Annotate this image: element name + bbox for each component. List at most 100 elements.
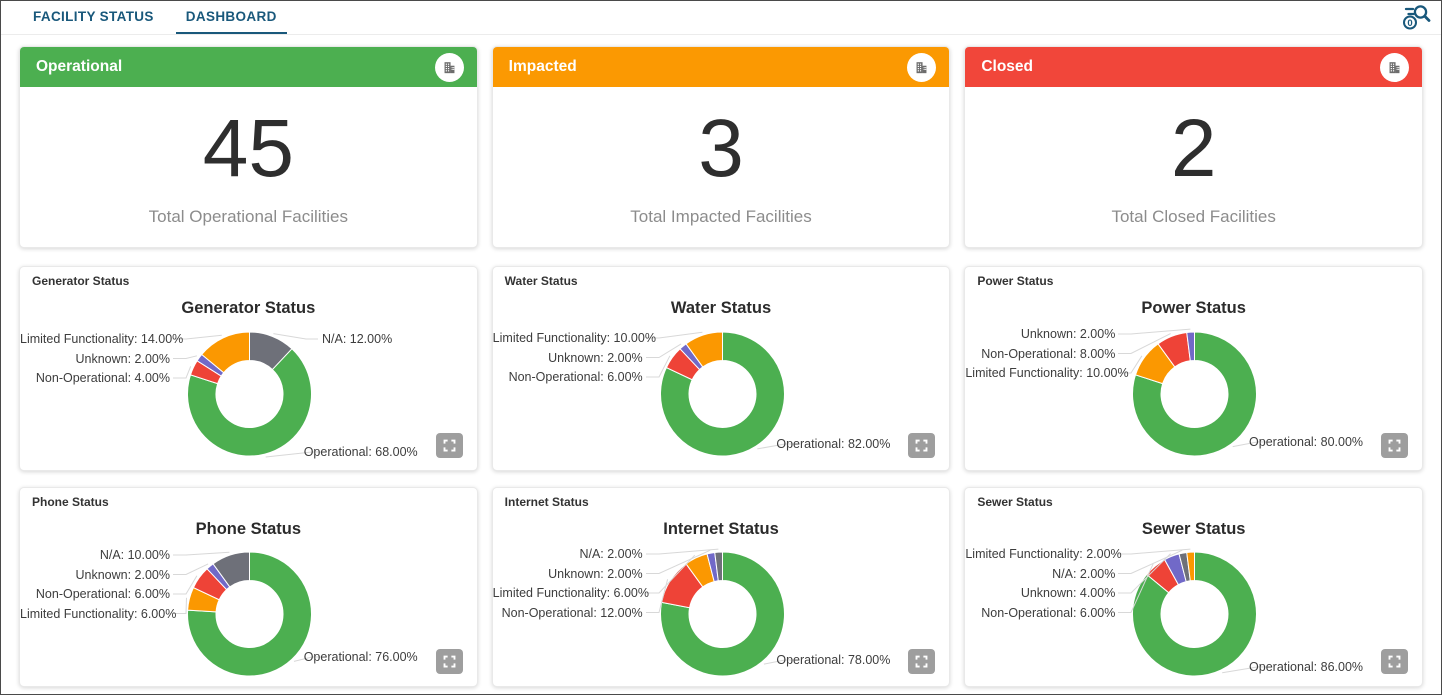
- donut-chart: [173, 551, 322, 677]
- slice-label-n-a: N/A: 12.00%: [322, 332, 393, 346]
- summary-caption: Total Closed Facilities: [1111, 206, 1276, 226]
- fullscreen-button[interactable]: [908, 649, 936, 674]
- chart-card-phone-status: N/A: 10.00% Unknown: 2.00% Non-Operational…: [19, 487, 478, 687]
- building-icon: [1380, 52, 1410, 82]
- filter-search-icon: 0: [1403, 5, 1431, 30]
- fullscreen-icon: [443, 439, 456, 452]
- chart-card-label: Water Status: [504, 274, 578, 288]
- building-icon: [434, 52, 464, 82]
- donut-slice-operational: [1132, 551, 1258, 677]
- summary-card-header: Impacted: [492, 47, 950, 87]
- summary-card-title: Operational: [36, 58, 123, 75]
- slice-label-unknown: Unknown: 2.00%: [75, 567, 170, 582]
- summary-card-body: 2 Total Closed Facilities: [965, 87, 1422, 247]
- slice-label-limited-functionality: Limited Functionality: 2.00%: [965, 547, 1122, 561]
- fullscreen-button[interactable]: [435, 433, 463, 458]
- slice-label-unknown: Unknown: 2.00%: [1020, 327, 1116, 341]
- fullscreen-button[interactable]: [1381, 433, 1409, 458]
- slice-label-n-a: N/A: 10.00%: [99, 548, 170, 562]
- chart-card-internet-status: N/A: 2.00% Unknown: 2.00% Limited Function…: [491, 487, 951, 687]
- chart-card-label: Phone Status: [32, 495, 109, 509]
- donut-slice-operational: [1132, 331, 1258, 457]
- slice-label-non-operational: Non-Operational: 6.00%: [981, 605, 1116, 620]
- summary-card-operational: Operational: [19, 46, 478, 248]
- summary-card-header: Operational: [20, 47, 477, 87]
- slice-label-unknown: Unknown: 2.00%: [75, 351, 170, 366]
- donut-slice-limited-functionality: [1186, 551, 1196, 582]
- slice-label-operational: Operational: 86.00%: [1249, 660, 1364, 674]
- fullscreen-button[interactable]: [435, 649, 463, 674]
- chart-title: Sewer Status: [1141, 520, 1246, 538]
- donut-slice-n-a: [713, 551, 723, 582]
- donut-chart: [645, 548, 795, 677]
- donut-slice-limited-functionality: [201, 331, 250, 374]
- chart-title: Power Status: [1141, 299, 1246, 317]
- slice-label-operational: Operational: 80.00%: [1249, 435, 1364, 449]
- chart-card-label: Sewer Status: [977, 495, 1053, 509]
- summary-card-header: Closed: [965, 47, 1423, 87]
- chart-card-water-status: Limited Functionality: 10.00% Unknown: 2.…: [491, 266, 951, 471]
- tab-bar: FACILITY STATUS DASHBOARD: [1, 1, 287, 34]
- donut-chart: [1118, 548, 1268, 677]
- filter-count-badge: 0: [1407, 18, 1412, 29]
- slice-label-limited-functionality: Limited Functionality: 10.00%: [492, 331, 656, 345]
- tab-facility-status[interactable]: FACILITY STATUS: [33, 9, 154, 24]
- chart-card-label: Generator Status: [32, 274, 130, 288]
- slice-label-unknown: Unknown: 2.00%: [548, 566, 643, 581]
- donut-slice-operational: [187, 551, 312, 677]
- charts-row-2: N/A: 10.00% Unknown: 2.00% Non-Operational…: [19, 487, 1424, 687]
- chart-card-generator-status: Limited Functionality: 14.00% Unknown: 2.…: [19, 266, 478, 471]
- chart-card-sewer-status: Limited Functionality: 2.00% N/A: 2.00% Un…: [964, 487, 1424, 687]
- donut-slice-operational: [659, 331, 785, 457]
- fullscreen-button[interactable]: [1381, 649, 1409, 674]
- topbar: FACILITY STATUS DASHBOARD 0: [1, 1, 1441, 35]
- slice-label-unknown: Unknown: 2.00%: [548, 350, 643, 365]
- chart-card-power-status: Unknown: 2.00% Non-Operational: 8.00% Limi…: [964, 266, 1424, 471]
- slice-label-operational: Operational: 82.00%: [776, 437, 891, 451]
- slice-label-limited-functionality: Limited Functionality: 14.00%: [20, 332, 184, 346]
- fullscreen-icon: [1388, 655, 1401, 668]
- charts-row-1: Limited Functionality: 14.00% Unknown: 2.…: [19, 266, 1424, 471]
- slice-label-limited-functionality: Limited Functionality: 6.00%: [492, 586, 650, 600]
- summary-card-impacted: Impacted: [491, 46, 951, 248]
- fullscreen-icon: [915, 439, 928, 452]
- summary-card-closed: Closed: [964, 46, 1424, 248]
- fullscreen-icon: [443, 655, 456, 668]
- summary-value: 3: [698, 102, 744, 194]
- filter-search-button[interactable]: 0: [1397, 1, 1441, 34]
- chart-title: Internet Status: [663, 520, 779, 538]
- slice-label-non-operational: Non-Operational: 4.00%: [35, 371, 170, 385]
- chart-title: Generator Status: [181, 299, 316, 317]
- donut-slice-n-a: [212, 551, 250, 588]
- slice-label-limited-functionality: Limited Functionality: 10.00%: [965, 366, 1129, 380]
- fullscreen-button[interactable]: [908, 433, 936, 458]
- filter-count-badge-circle: [1403, 15, 1417, 30]
- donut-slice-operational: [187, 348, 312, 457]
- slice-label-unknown: Unknown: 4.00%: [1020, 586, 1116, 600]
- donut-chart: [645, 331, 795, 457]
- summary-card-body: 45 Total Operational Facilities: [20, 87, 477, 247]
- slice-label-operational: Operational: 78.00%: [776, 653, 891, 667]
- building-icon: [907, 52, 937, 82]
- slice-label-operational: Operational: 68.00%: [303, 445, 418, 459]
- fullscreen-icon: [1388, 439, 1401, 452]
- tab-dashboard[interactable]: DASHBOARD: [175, 1, 287, 34]
- summary-card-title: Closed: [981, 58, 1034, 75]
- summary-value: 2: [1170, 102, 1217, 194]
- summary-caption: Total Operational Facilities: [148, 206, 349, 226]
- slice-label-operational: Operational: 76.00%: [303, 650, 418, 664]
- chart-title: Phone Status: [195, 520, 302, 538]
- slice-label-non-operational: Non-Operational: 6.00%: [508, 370, 643, 384]
- donut-chart: [1118, 328, 1268, 457]
- slice-label-n-a: N/A: 2.00%: [579, 547, 643, 561]
- summary-caption: Total Impacted Facilities: [630, 206, 812, 226]
- donut-slice-limited-functionality: [685, 331, 723, 368]
- chart-card-label: Internet Status: [504, 495, 589, 509]
- summary-value: 45: [202, 102, 294, 194]
- slice-label-n-a: N/A: 2.00%: [1052, 566, 1116, 581]
- donut-chart: [173, 331, 322, 458]
- slice-label-non-operational: Non-Operational: 6.00%: [35, 587, 170, 601]
- donut-slice-operational: [659, 551, 785, 677]
- chart-card-label: Power Status: [977, 274, 1054, 288]
